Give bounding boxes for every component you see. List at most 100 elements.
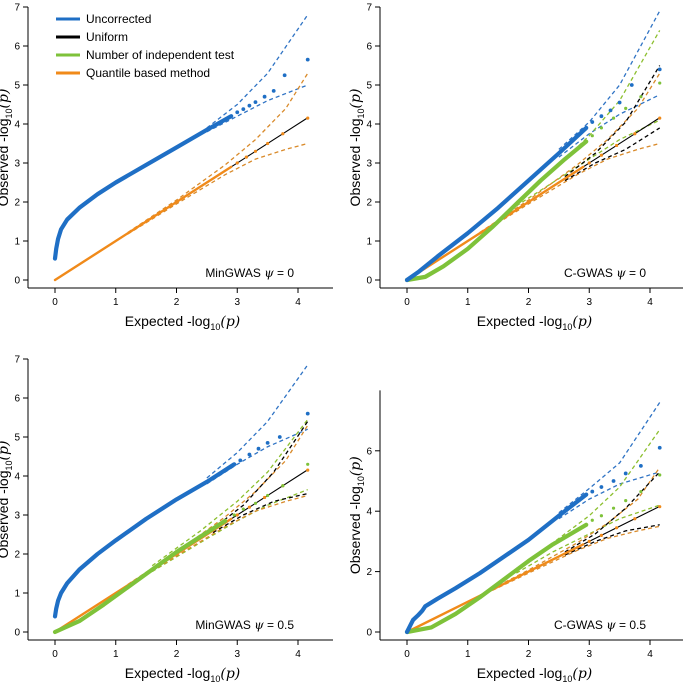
y-tick-label: 3	[14, 159, 20, 170]
quantile-point	[633, 517, 637, 521]
x-tick-label: 3	[586, 649, 592, 660]
independent-point	[599, 126, 604, 130]
ci-uniform-lower	[212, 492, 308, 534]
x-tick-label: 0	[404, 649, 410, 660]
uncorrected-point	[305, 411, 310, 416]
x-tick-label: 0	[52, 297, 58, 308]
psi-value: = 0.5	[264, 618, 295, 632]
ci-uncorrected-upper	[206, 14, 309, 129]
x-axis-title: Expected -log10(p)	[125, 313, 241, 332]
x-tick-label: 4	[295, 297, 301, 308]
y-tick-label: 4	[14, 472, 20, 483]
x-tick-label: 3	[234, 297, 240, 308]
ci-quantile-lower	[127, 142, 308, 235]
y-tick-label: 1	[366, 237, 372, 248]
y-tick-label: 6	[14, 394, 20, 405]
legend-label-quantile: Quantile based method	[86, 66, 210, 80]
legend-label-uncorrected: Uncorrected	[86, 12, 151, 26]
ci-uniform-upper	[564, 471, 661, 553]
independent-series-line	[404, 139, 589, 283]
quantile-point	[253, 149, 258, 153]
quantile-point	[587, 161, 591, 165]
uncorrected-point	[590, 489, 595, 494]
quantile-point	[658, 505, 662, 509]
y-axis-word: Observed	[347, 142, 363, 207]
independent-point	[599, 514, 604, 518]
uncorrected-point	[305, 57, 310, 62]
quantile-point	[281, 132, 285, 136]
ci-uncorrected-lower	[206, 84, 308, 133]
y-axis-word: Observed	[0, 142, 11, 207]
panel-0: 0 1 2 3 4 0 1 2 3 4 5 6 7 MinGWAS ψ = 0 Expected -log1…	[0, 3, 333, 332]
legend-label-uniform: Uniform	[86, 30, 128, 44]
y-tick-label: 7	[14, 3, 20, 14]
method-label: C-GWAS	[564, 266, 616, 280]
quantile-series-line	[53, 165, 233, 282]
ci-uncorrected-lower	[206, 428, 308, 485]
y-tick-label: 5	[14, 81, 20, 92]
panel-2: 0 1 2 3 4 0 1 2 3 4 5 6 7 MinGWAS ψ = 0.5 Expected -lo…	[0, 355, 333, 684]
ci-quantile-lower	[479, 525, 660, 597]
uncorrected-point	[599, 485, 604, 489]
log-subscript: 10	[356, 476, 366, 486]
quantile-point	[262, 495, 267, 500]
ci-quantile-upper	[479, 467, 661, 596]
x-tick-label: 2	[174, 297, 180, 308]
uncorrected-point	[617, 100, 622, 105]
y-tick-label: 4	[366, 120, 372, 131]
uncorrected-point	[282, 73, 287, 78]
independent-point	[611, 506, 616, 510]
quantile-point	[658, 116, 662, 120]
y-tick-label: 1	[14, 237, 20, 248]
x-tick-label: 1	[113, 649, 119, 660]
independent-point	[232, 513, 236, 517]
psi-symbol: ψ	[606, 618, 616, 632]
psi-symbol: ψ	[616, 266, 626, 280]
y-axis-title: Observed -log10(p)	[347, 89, 366, 207]
y-tick-label: 3	[366, 159, 372, 170]
uncorrected-point	[599, 114, 604, 119]
ci-independent-lower	[516, 504, 660, 574]
uncorrected-point	[265, 440, 270, 445]
uncorrected-point	[253, 100, 258, 105]
y-tick-label: 6	[366, 42, 372, 53]
quantile-point	[614, 143, 619, 148]
x-tick-label: 1	[113, 297, 119, 308]
x-tick-label: 3	[234, 649, 240, 660]
uncorrected-point	[590, 120, 595, 124]
y-tick-label: 2	[14, 550, 20, 561]
ci-uncorrected-upper	[558, 402, 661, 514]
independent-point	[624, 499, 628, 503]
independent-point	[241, 507, 245, 511]
method-label: MinGWAS	[195, 618, 254, 632]
quantile-point	[235, 513, 239, 517]
ci-uniform-upper	[212, 421, 309, 530]
uncorrected-series-line	[404, 492, 589, 635]
panel-annotation: MinGWAS ψ = 0	[205, 266, 294, 280]
panel-3: 0 1 2 3 4 0 2 4 6 C-GWAS ψ = 0.5 Expected -log10(p…	[347, 390, 683, 684]
uncorrected-point	[657, 67, 662, 72]
panel-annotation: C-GWAS ψ = 0	[564, 266, 646, 280]
panel-1: 0 1 2 3 4 0 1 2 3 4 5 6 7 C-GWAS ψ = 0 Expected -log10…	[347, 3, 683, 332]
log-subscript: 10	[210, 674, 220, 684]
y-axis-title: Observed -log10(p)	[0, 89, 14, 207]
independent-point	[639, 95, 643, 99]
uncorrected-point	[629, 83, 634, 87]
quantile-point	[587, 539, 591, 544]
y-tick-label: 7	[366, 3, 372, 14]
independent-series-line	[404, 522, 589, 635]
y-tick-label: 2	[14, 198, 20, 209]
x-tick-label: 4	[647, 649, 653, 660]
x-axis-word: Expected	[477, 313, 539, 329]
ci-uniform-upper	[564, 65, 661, 178]
y-axis-word: Observed	[347, 510, 363, 575]
independent-point	[590, 134, 594, 138]
quantile-point	[633, 132, 637, 136]
uncorrected-point	[638, 464, 643, 468]
log-subscript: 10	[4, 108, 14, 118]
y-axis-word: Observed	[0, 494, 11, 559]
psi-symbol: ψ	[254, 618, 264, 632]
x-axis-word: Expected	[125, 313, 187, 329]
x-axis-title: Expected -log10(p)	[477, 313, 593, 332]
x-tick-label: 1	[465, 297, 471, 308]
